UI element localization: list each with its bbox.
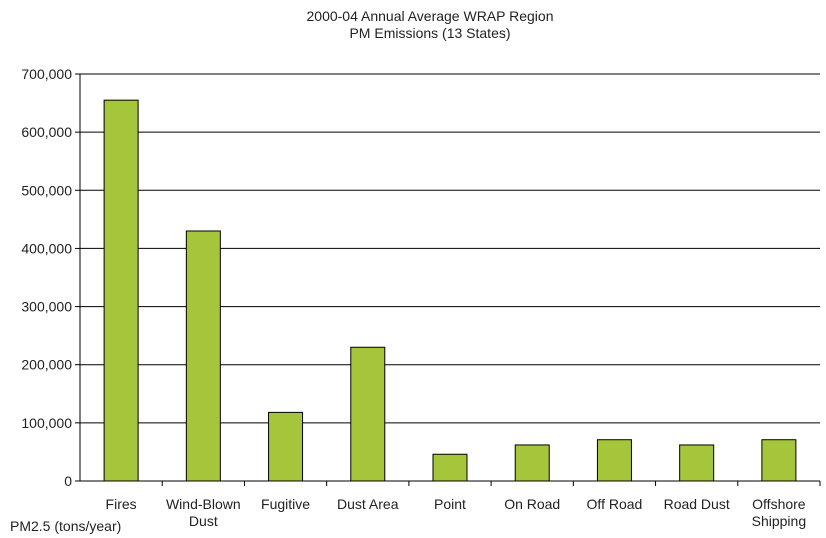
bar [679,444,715,482]
category-label-line: Road Dust [664,496,730,512]
category-label: Offshore Shipping [752,496,807,529]
y-tick-label: 400,000 [21,240,72,256]
y-tick-label: 500,000 [21,182,72,198]
category-label: Dust Area [337,496,399,512]
category-label-line: On Road [504,496,560,512]
y-tick-label: 100,000 [21,415,72,431]
bar [761,439,797,482]
category-label: Wind-Blown Dust [166,496,241,529]
category-label: Road Dust [664,496,730,512]
bar [514,444,550,482]
y-tick-label: 0 [64,473,72,489]
bar [432,453,468,482]
category-label-line: Off Road [587,496,643,512]
category-label-line: Fugitive [261,496,310,512]
bar [185,230,221,482]
chart-title-line-2: PM Emissions (13 States) [349,25,511,41]
category-label: On Road [504,496,560,512]
category-label-line: Dust [189,513,218,529]
category-label: Off Road [587,496,643,512]
category-label-line: Fires [106,496,137,512]
bar [268,411,304,482]
y-tick-label: 300,000 [21,299,72,315]
category-label-line: Dust Area [337,496,399,512]
units-footnote: PM2.5 (tons/year) [10,518,122,534]
category-label-line: Point [434,496,466,512]
category-label: Fires [106,496,137,512]
category-label-line: Wind-Blown [166,496,241,512]
bar [350,346,386,482]
y-tick-label: 600,000 [21,124,72,140]
bar [103,99,139,482]
y-tick-label: 200,000 [21,357,72,373]
category-label: Fugitive [261,496,310,512]
category-label-line: Offshore [752,496,806,512]
bar [596,439,632,482]
category-label-line: Shipping [752,513,807,529]
y-tick-label: 700,000 [21,66,72,82]
category-label: Point [434,496,466,512]
chart-title-line-1: 2000-04 Annual Average WRAP Region [306,8,554,24]
